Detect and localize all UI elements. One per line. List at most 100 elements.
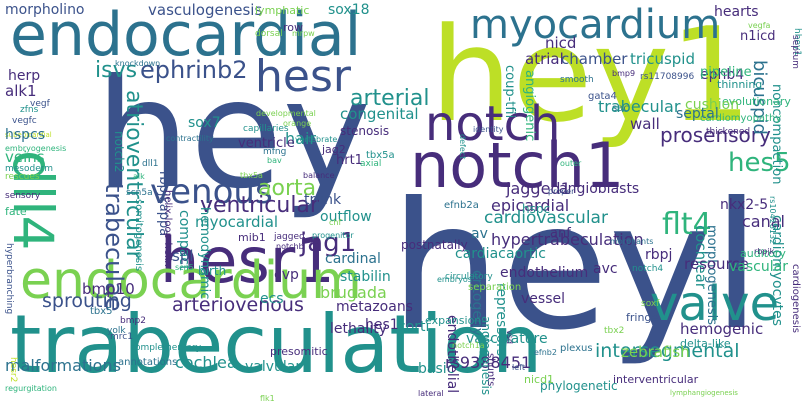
- cloud-word: atrioventricular: [121, 90, 146, 260]
- cloud-word: trunk: [304, 192, 342, 208]
- cloud-word: av: [471, 226, 488, 242]
- cloud-word: cardiomyopathy: [700, 113, 782, 124]
- cloud-word: ontogeny: [469, 270, 485, 337]
- cloud-word: morpholino: [5, 2, 85, 18]
- cloud-word: angiogenesis: [479, 316, 493, 396]
- cloud-word: lymphatic: [255, 4, 310, 17]
- cloud-word: sac: [612, 103, 629, 114]
- cloud-word: fate: [5, 205, 27, 218]
- cloud-word: fringe: [626, 311, 659, 324]
- cloud-word: mfng: [263, 147, 287, 157]
- cloud-word: lethality: [330, 321, 387, 337]
- cloud-word: helix-loop-helix: [162, 190, 173, 267]
- cloud-word: thinning: [717, 78, 763, 91]
- cloud-word: efnb2a: [444, 200, 479, 211]
- cloud-word: hemogenic: [680, 320, 764, 338]
- cloud-word: mrc1: [110, 332, 133, 342]
- cloud-word: notch: [425, 96, 561, 152]
- cloud-word: nkx2-5: [720, 197, 769, 213]
- cloud-word: trabeculae: [100, 183, 128, 312]
- cloud-word: alk1: [5, 82, 37, 100]
- cloud-word: stenosis: [340, 124, 390, 138]
- cloud-word: shunts: [485, 353, 496, 387]
- cloud-word: noncompaction: [769, 84, 784, 185]
- cloud-word: phylogenetic: [540, 379, 618, 393]
- cloud-word: hemodynamic: [197, 207, 212, 300]
- cloud-word: auditory: [740, 247, 786, 260]
- cloud-word: arterial: [350, 86, 430, 111]
- cloud-word: hey: [95, 48, 372, 222]
- cloud-word: gata4: [588, 91, 617, 102]
- cloud-word: tbx5a: [240, 171, 263, 180]
- cloud-word: hyperbranching: [4, 243, 14, 315]
- cloud-word: expansion: [425, 314, 482, 327]
- cloud-word: smooth: [560, 75, 594, 85]
- cloud-word: jagged: [274, 232, 305, 242]
- cloud-word: chf: [329, 218, 342, 227]
- cloud-word: atrial: [525, 50, 564, 68]
- cloud-word: outer: [560, 159, 582, 168]
- cloud-word: vertebrate: [295, 135, 338, 144]
- cloud-word: thickened: [706, 127, 751, 137]
- cloud-word: subepicardial: [5, 131, 52, 139]
- cloud-word: epicardial: [491, 196, 570, 215]
- cloud-word: cochlear: [692, 225, 710, 289]
- cloud-word: identity: [473, 125, 504, 134]
- cloud-word: prosensory: [660, 123, 771, 147]
- cloud-word: morphogenesis: [704, 225, 719, 326]
- cloud-word: efnb2: [534, 348, 557, 357]
- cloud-word: septal: [676, 106, 719, 122]
- cloud-word: hrt1: [336, 153, 363, 168]
- cloud-word: notchb: [276, 242, 304, 251]
- cloud-word: avc: [593, 261, 618, 277]
- cloud-word: brugada: [320, 283, 387, 302]
- cloud-word: postnatally: [401, 238, 468, 252]
- cloud-word: rescues: [5, 172, 40, 182]
- cloud-word: corti: [398, 319, 430, 335]
- cloud-word: septum: [790, 35, 800, 69]
- cloud-word: hesr2: [8, 357, 18, 383]
- cloud-word: orange: [283, 119, 312, 128]
- cloud-word: ventricular: [200, 193, 319, 218]
- cloud-word: delta-like: [680, 337, 731, 350]
- cloud-word: tricuspid: [630, 50, 695, 68]
- cloud-word: arteriovenous: [172, 294, 304, 316]
- cloud-word: angioblasts: [559, 181, 640, 197]
- cloud-word: hspc: [522, 202, 551, 216]
- cloud-word: venous: [150, 172, 273, 212]
- cloud-word: ephrinb2: [140, 56, 248, 84]
- cloud-word: tbx5a: [366, 150, 395, 161]
- cloud-word: anf: [550, 226, 571, 241]
- cloud-word: trabecular: [598, 97, 681, 116]
- cloud-word: capillaries: [243, 124, 289, 134]
- cloud-word: cardinal: [325, 251, 381, 267]
- cloud-word: regurgitation: [5, 384, 57, 393]
- cloud-word: heyl: [390, 166, 761, 369]
- cloud-word: compact: [176, 210, 192, 271]
- cloud-word: lymphangiogenesis: [670, 389, 738, 397]
- cloud-word: n1icd: [740, 29, 776, 44]
- cloud-word: contractility: [166, 134, 214, 143]
- cloud-word: veins: [5, 148, 45, 166]
- cloud-word: scn5: [175, 263, 194, 272]
- cloud-word: myocardial: [195, 213, 279, 231]
- cloud-word: cushion: [685, 97, 740, 113]
- cloud-word: ecs: [260, 291, 284, 307]
- cloud-word: stabilin: [340, 269, 391, 285]
- cloud-word: defect: [458, 134, 467, 160]
- cloud-word: notch1a: [452, 341, 485, 350]
- cloud-word: rs10428132: [768, 196, 777, 245]
- cloud-word: interventricular: [613, 373, 699, 386]
- cloud-word: spl: [172, 247, 194, 265]
- cloud-word: hey1: [430, 0, 753, 151]
- cloud-word: dll4: [1, 150, 65, 251]
- cloud-word: evolutionary: [722, 95, 791, 108]
- cloud-word: intersegmental: [595, 340, 740, 362]
- cloud-word: endothelial: [444, 315, 460, 394]
- cloud-word: hes1: [365, 317, 399, 333]
- cloud-word: valvular: [245, 359, 302, 375]
- cloud-word: endocardium: [20, 251, 362, 311]
- cloud-word: isvs: [95, 58, 138, 83]
- cloud-word: pipeline: [700, 65, 752, 80]
- cloud-word: metazoans: [336, 299, 413, 315]
